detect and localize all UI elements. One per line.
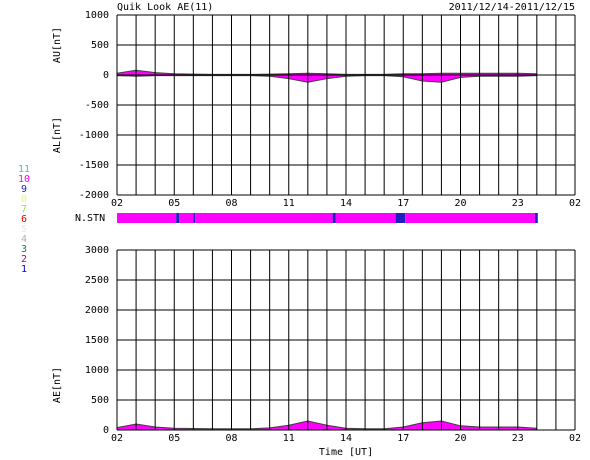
station-level-label: 8 bbox=[21, 194, 27, 205]
y-tick-label: 1000 bbox=[85, 365, 109, 376]
nstn-segment bbox=[335, 213, 396, 223]
y-tick-label: 1500 bbox=[85, 335, 109, 346]
x-tick-label: 11 bbox=[283, 433, 295, 444]
x-tick-label: 20 bbox=[454, 433, 466, 444]
station-level-label: 10 bbox=[18, 174, 30, 185]
x-tick-label: 14 bbox=[340, 433, 352, 444]
x-tick-label: 14 bbox=[340, 198, 352, 209]
nstn-segment bbox=[534, 213, 538, 223]
title: Quik Look AE(11) bbox=[117, 2, 213, 13]
nstn-label: N.STN bbox=[75, 213, 105, 224]
y-tick-label: 500 bbox=[91, 40, 109, 51]
x-tick-label: 20 bbox=[454, 198, 466, 209]
x-tick-label: 17 bbox=[397, 433, 409, 444]
y-tick-label: 500 bbox=[91, 395, 109, 406]
y-tick-label: 1000 bbox=[85, 10, 109, 21]
nstn-segment bbox=[176, 213, 180, 223]
x-axis-label: Time [UT] bbox=[319, 447, 373, 458]
station-level-label: 5 bbox=[21, 224, 27, 235]
x-tick-label: 02 bbox=[569, 198, 581, 209]
nstn-segment bbox=[395, 213, 406, 223]
station-level-label: 1 bbox=[21, 264, 27, 275]
x-tick-label: 02 bbox=[111, 433, 123, 444]
y-axis-label: AU[nT] bbox=[52, 27, 63, 63]
nstn-segment bbox=[405, 213, 535, 223]
date-range: 2011/12/14-2011/12/15 bbox=[449, 2, 575, 13]
x-tick-label: 08 bbox=[225, 198, 237, 209]
y-tick-label: 2000 bbox=[85, 305, 109, 316]
y-tick-label: -500 bbox=[85, 100, 109, 111]
y-tick-label: -2000 bbox=[79, 190, 109, 201]
x-tick-label: 02 bbox=[569, 433, 581, 444]
station-level-label: 2 bbox=[21, 254, 27, 265]
x-tick-label: 05 bbox=[168, 433, 180, 444]
y-tick-label: 0 bbox=[103, 425, 109, 436]
y-tick-label: 0 bbox=[103, 70, 109, 81]
y-axis-label: AL[nT] bbox=[52, 117, 63, 153]
x-tick-label: 23 bbox=[512, 433, 524, 444]
station-level-label: 9 bbox=[21, 184, 27, 195]
station-level-label: 7 bbox=[21, 204, 27, 215]
station-level-label: 4 bbox=[21, 234, 27, 245]
station-level-label: 3 bbox=[21, 244, 27, 255]
nstn-segment bbox=[179, 213, 194, 223]
station-level-label: 6 bbox=[21, 214, 27, 225]
x-tick-label: 05 bbox=[168, 198, 180, 209]
x-tick-label: 17 bbox=[397, 198, 409, 209]
x-tick-label: 11 bbox=[283, 198, 295, 209]
y-axis-label: AE[nT] bbox=[52, 367, 63, 403]
nstn-segment bbox=[332, 213, 336, 223]
nstn-segment bbox=[193, 213, 196, 223]
nstn-segment bbox=[195, 213, 333, 223]
station-level-label: 11 bbox=[18, 164, 30, 175]
x-tick-label: 02 bbox=[111, 198, 123, 209]
y-tick-label: -1500 bbox=[79, 160, 109, 171]
x-tick-label: 23 bbox=[512, 198, 524, 209]
x-tick-label: 08 bbox=[225, 433, 237, 444]
y-tick-label: -1000 bbox=[79, 130, 109, 141]
nstn-segment bbox=[117, 213, 177, 223]
y-tick-label: 2500 bbox=[85, 275, 109, 286]
y-tick-label: 3000 bbox=[85, 245, 109, 256]
